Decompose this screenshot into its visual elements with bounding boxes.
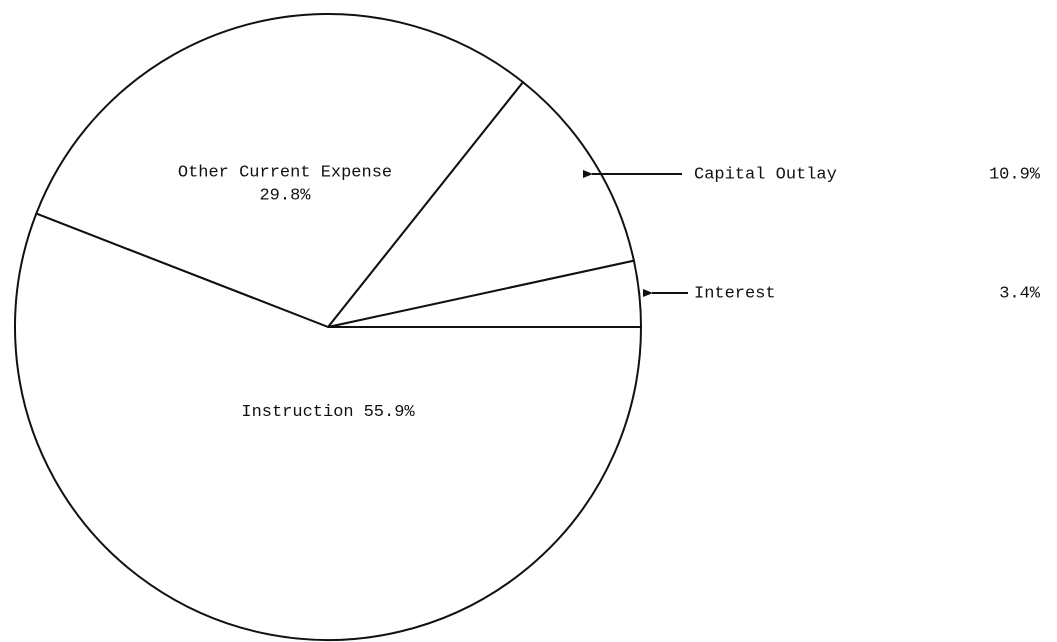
pie-slice <box>327 81 635 328</box>
value-label: 10.9% <box>989 165 1041 184</box>
value-label: 3.4% <box>999 284 1041 303</box>
pie-slice <box>35 13 524 328</box>
slice-label-group: Instruction 55.9% <box>241 403 415 422</box>
slice-label: Instruction <box>241 403 353 422</box>
slice-label: Capital Outlay <box>694 165 837 184</box>
slice-label: Interest <box>694 284 776 303</box>
value-label: 55.9% <box>364 403 416 422</box>
slice-label: Other Current Expense <box>178 163 392 182</box>
value-label: 29.8% <box>259 186 311 205</box>
pie-slice <box>14 212 642 641</box>
